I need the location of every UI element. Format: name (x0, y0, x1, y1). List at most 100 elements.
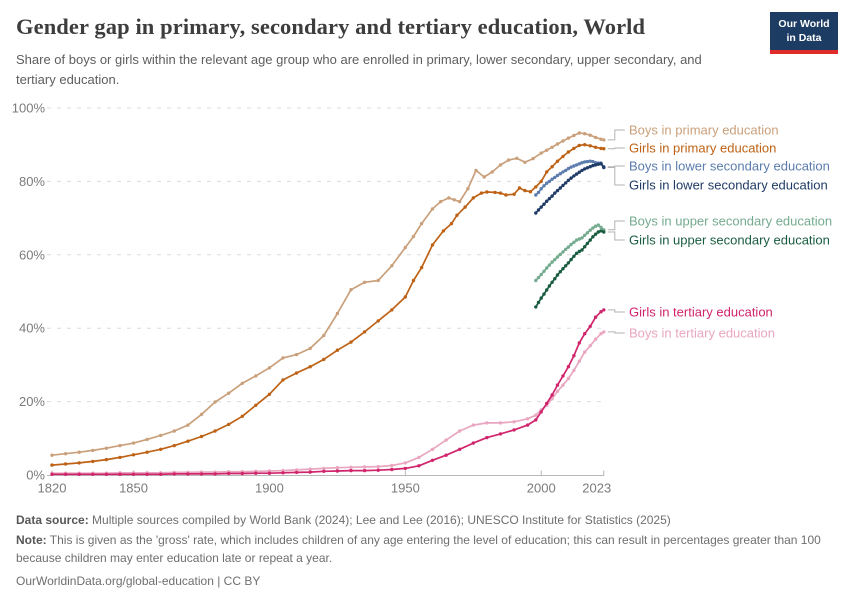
data-point-boys-upper-secondary (583, 233, 587, 237)
data-point-boys-lower-secondary (585, 159, 590, 164)
legend-connector-boys-tertiary (607, 331, 625, 334)
data-point-girls-tertiary (91, 472, 95, 476)
x-tick-label-1850: 1850 (119, 481, 148, 496)
data-point-girls-upper-secondary (555, 273, 560, 277)
data-point-boys-upper-secondary (539, 272, 543, 277)
data-point-girls-primary (267, 392, 272, 396)
data-point-girls-primary (523, 188, 527, 193)
data-point-boys-tertiary (471, 423, 475, 427)
note-label: Note: (16, 533, 47, 548)
data-point-girls-tertiary (566, 365, 571, 369)
data-point-boys-lower-secondary (580, 161, 584, 165)
data-point-girls-tertiary (539, 410, 543, 414)
data-point-girls-tertiary (555, 383, 560, 387)
data-point-boys-primary (63, 452, 68, 456)
y-tick-label-60: 60% (19, 247, 45, 262)
data-point-girls-primary (561, 154, 565, 159)
series-label-girls-primary[interactable]: Girls in primary education (629, 141, 776, 156)
data-point-girls-primary (227, 422, 231, 427)
data-point-girls-tertiary (186, 472, 190, 476)
data-point-girls-primary (566, 150, 571, 154)
data-point-girls-upper-secondary (566, 261, 571, 265)
series-label-girls-tertiary[interactable]: Girls in tertiary education (629, 305, 773, 320)
data-point-girls-upper-secondary (583, 245, 587, 249)
data-point-boys-tertiary (555, 389, 560, 393)
data-point-girls-primary (471, 196, 475, 200)
data-point-girls-tertiary (485, 435, 489, 440)
owid-logo[interactable]: Our World in Data (770, 12, 838, 55)
data-point-girls-lower-secondary (588, 165, 592, 169)
data-point-boys-primary (411, 234, 416, 239)
series-label-boys-tertiary[interactable]: Boys in tertiary education (629, 326, 775, 341)
data-point-girls-primary (493, 190, 497, 195)
data-point-boys-lower-secondary (550, 177, 554, 181)
data-point-girls-primary (602, 147, 606, 151)
data-point-boys-upper-secondary (577, 237, 581, 241)
series-line-girls-primary[interactable] (51, 143, 605, 466)
data-point-girls-lower-secondary (558, 186, 562, 190)
x-tick-label-1950: 1950 (391, 481, 420, 496)
data-point-boys-primary (186, 423, 190, 427)
data-point-girls-lower-secondary (555, 188, 560, 193)
x-tick-label-2000: 2000 (527, 481, 556, 496)
data-point-girls-primary (550, 165, 554, 169)
data-point-girls-primary (145, 450, 149, 454)
data-point-boys-primary (602, 138, 606, 142)
data-point-girls-tertiary (335, 469, 340, 473)
data-source-label: Data source: (16, 513, 89, 527)
data-point-girls-tertiary (322, 469, 326, 473)
data-point-girls-primary (517, 186, 522, 190)
data-point-boys-upper-secondary (580, 236, 584, 240)
data-point-boys-primary (267, 366, 272, 370)
data-point-boys-lower-secondary (545, 181, 549, 185)
series-label-girls-lower-secondary[interactable]: Girls in lower secondary education (629, 178, 828, 193)
data-source-text: Multiple sources compiled by World Bank … (88, 513, 671, 527)
data-point-girls-upper-secondary (545, 288, 549, 292)
series-label-boys-lower-secondary[interactable]: Boys in lower secondary education (629, 159, 830, 174)
data-point-boys-primary (593, 135, 598, 140)
data-point-girls-upper-secondary (602, 230, 606, 234)
data-point-boys-upper-secondary (553, 257, 557, 262)
data-point-boys-primary (588, 133, 592, 137)
data-point-boys-tertiary (390, 463, 394, 468)
data-point-boys-primary (452, 198, 456, 202)
data-point-girls-upper-secondary (539, 296, 543, 300)
data-point-girls-lower-secondary (542, 202, 546, 206)
series-line-boys-upper-secondary[interactable] (534, 224, 605, 282)
line-chart: 0% 20% 40% 60% 80% 100% 1820 1850 1900 1950 2000 20… (12, 101, 832, 496)
owid-link[interactable]: OurWorldinData.org/global-education (16, 574, 214, 589)
data-point-boys-lower-secondary (569, 165, 573, 169)
data-point-boys-primary (118, 443, 122, 448)
data-point-girls-primary (322, 357, 326, 362)
series-line-boys-tertiary[interactable] (51, 331, 605, 475)
series-label-boys-primary[interactable]: Boys in primary education (629, 123, 779, 138)
series-line-girls-tertiary[interactable] (51, 309, 605, 476)
data-point-boys-upper-secondary (566, 245, 571, 249)
data-point-boys-tertiary (583, 350, 587, 354)
data-point-boys-primary (281, 356, 285, 360)
data-point-girls-primary (362, 330, 367, 334)
data-point-girls-primary (449, 221, 454, 226)
data-point-boys-tertiary (588, 344, 592, 348)
data-point-girls-lower-secondary (550, 194, 554, 198)
data-point-boys-primary (498, 163, 503, 167)
series-label-boys-upper-secondary[interactable]: Boys in upper secondary education (629, 214, 832, 229)
data-point-girls-primary (512, 192, 516, 196)
data-point-girls-primary (463, 205, 467, 209)
data-point-boys-primary (131, 441, 136, 445)
data-point-boys-tertiary (349, 465, 353, 469)
data-point-girls-tertiary (172, 472, 176, 476)
series-label-girls-upper-secondary[interactable]: Girls in upper secondary education (629, 233, 830, 248)
data-point-boys-tertiary (512, 420, 516, 424)
owid-logo-line2: in Data (786, 31, 822, 44)
data-point-girls-tertiary (577, 341, 581, 345)
data-point-boys-lower-secondary (555, 173, 560, 178)
data-point-boys-tertiary (362, 465, 367, 469)
data-point-boys-lower-secondary (591, 159, 595, 164)
data-point-girls-lower-secondary (553, 191, 557, 195)
data-point-boys-upper-secondary (593, 224, 598, 228)
data-point-boys-primary (430, 207, 435, 211)
data-point-boys-tertiary (444, 438, 448, 442)
data-point-boys-upper-secondary (574, 238, 579, 242)
